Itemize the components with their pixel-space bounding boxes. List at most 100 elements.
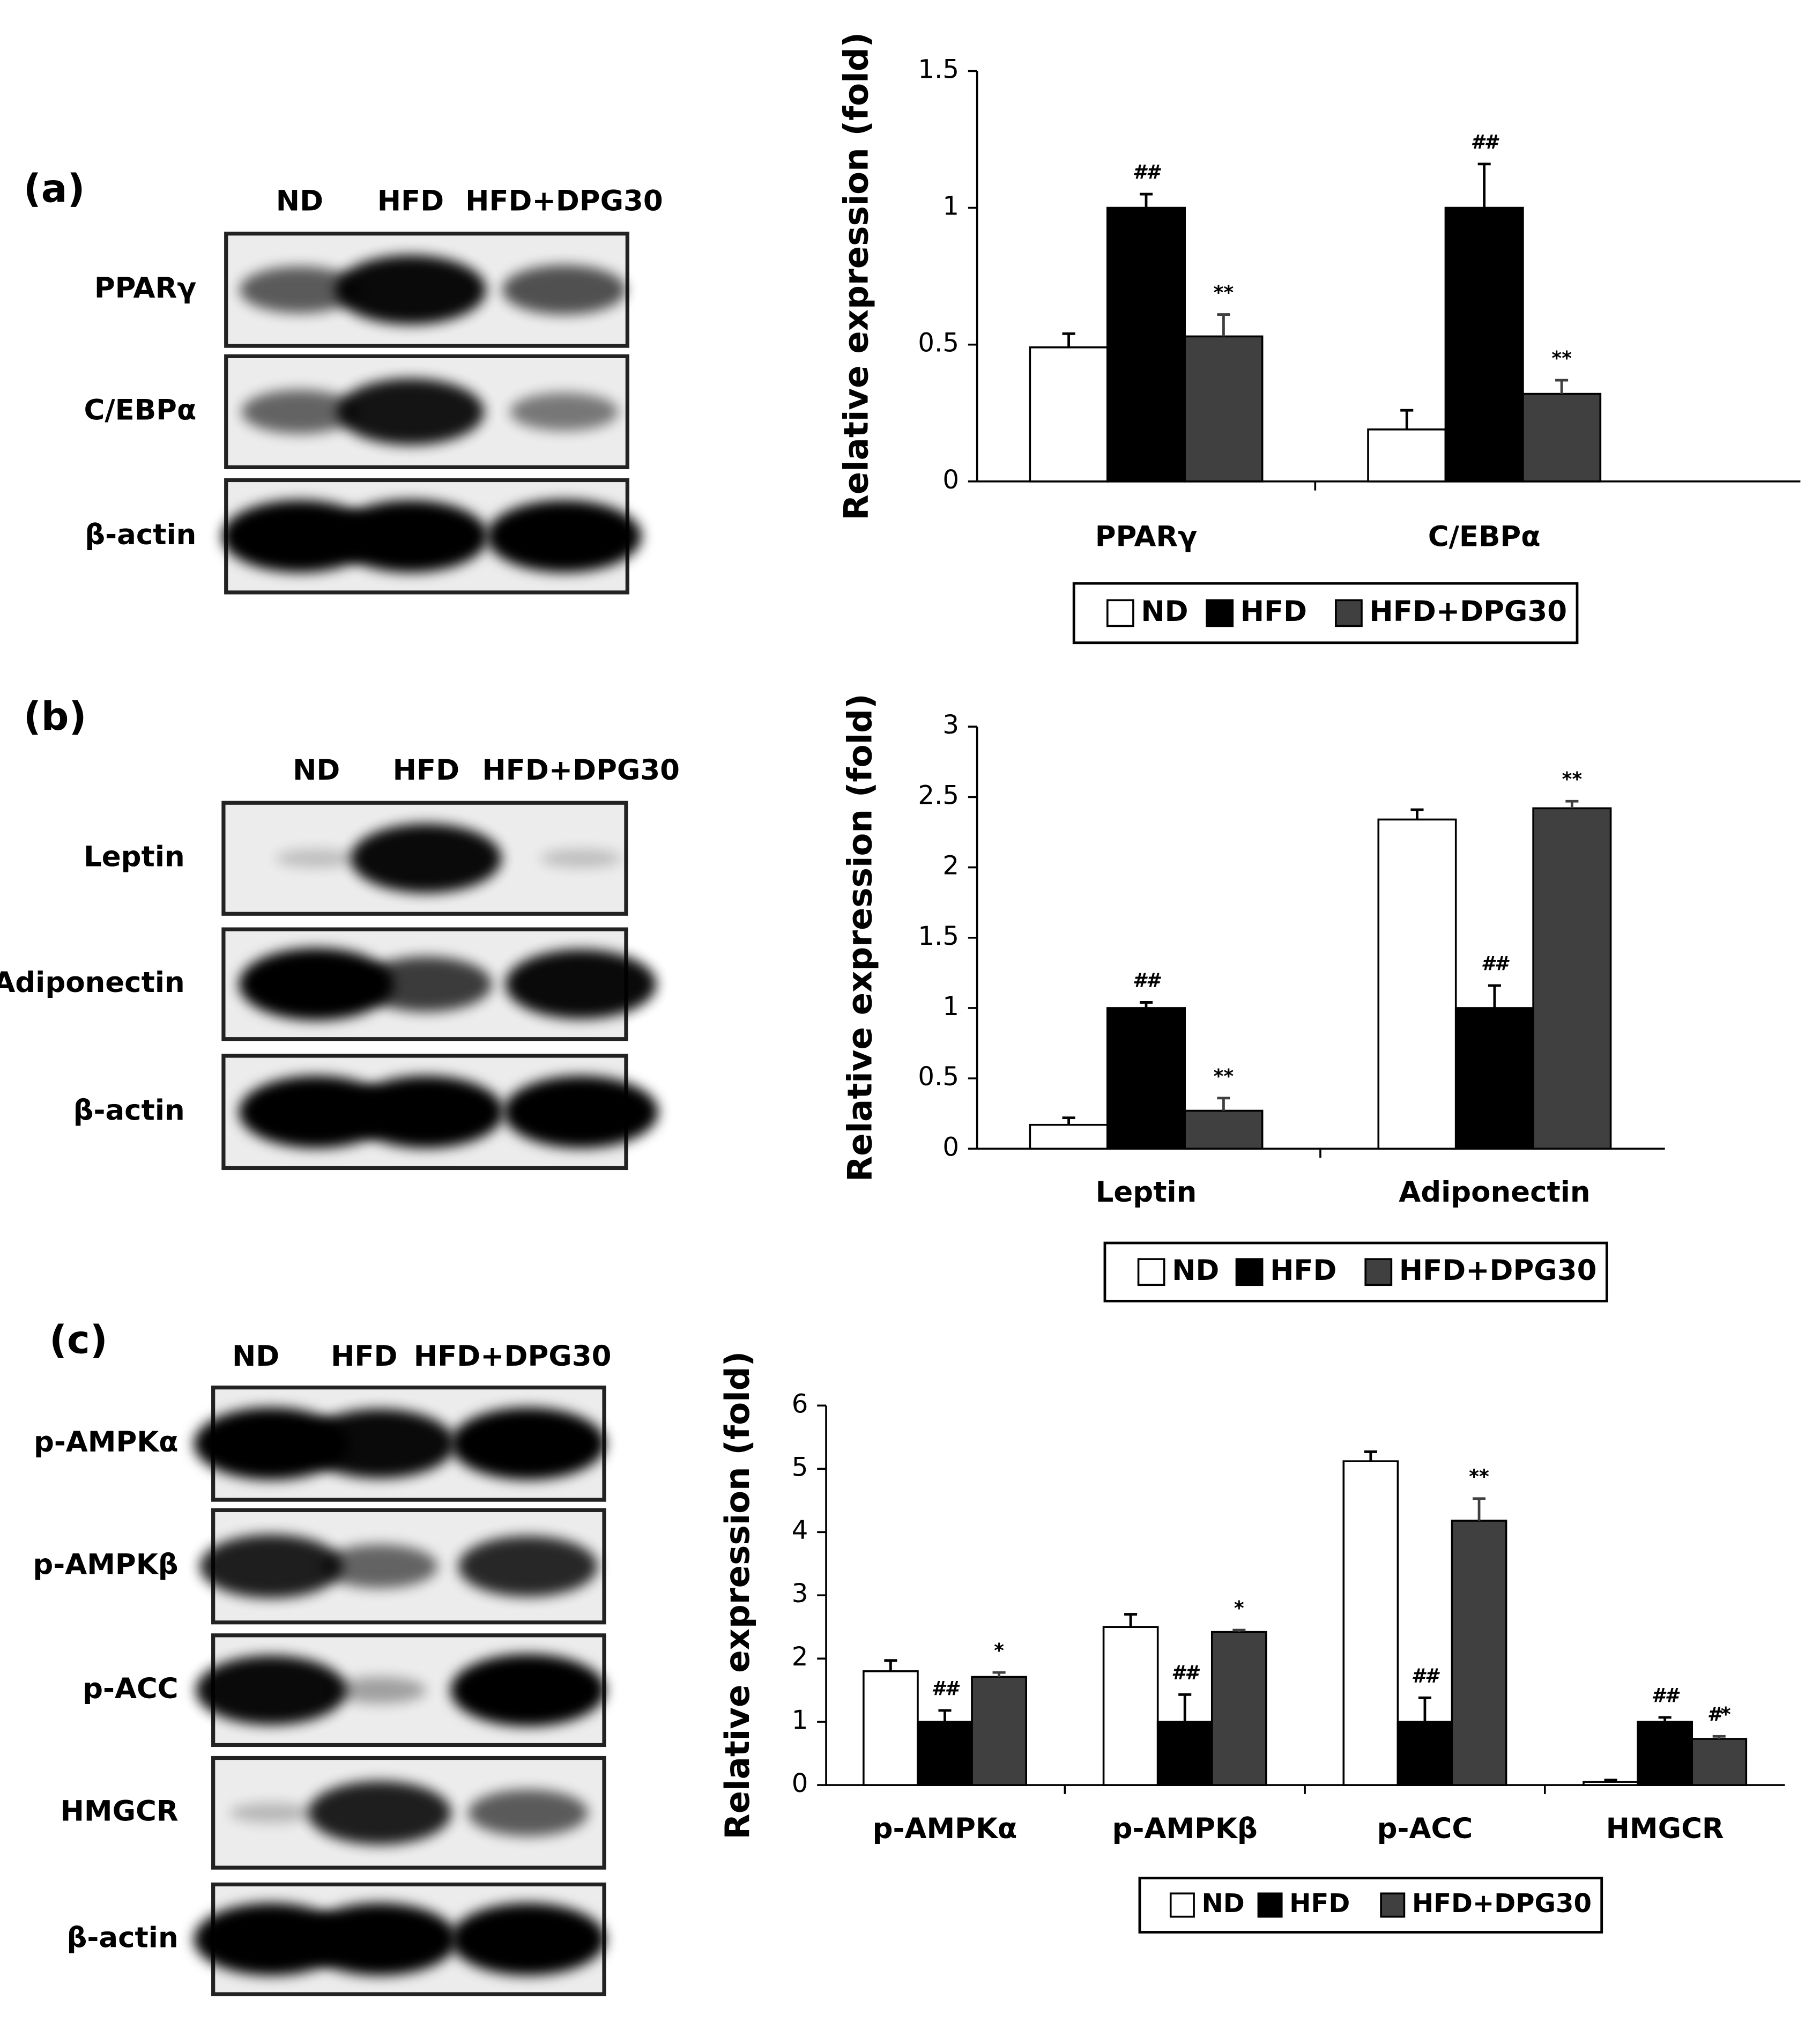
bar [917, 1721, 973, 1786]
band [450, 1903, 606, 1976]
band [335, 255, 486, 325]
row-label: Adiponectin [0, 966, 185, 999]
row-label: HMGCR [61, 1795, 179, 1827]
band [304, 1409, 455, 1479]
band [360, 956, 492, 1012]
significance-label: ## [1481, 952, 1510, 975]
y-tick-label: 2 [942, 851, 959, 881]
legend-label: HFD+DPG30 [1412, 1889, 1592, 1919]
bar [1106, 1007, 1186, 1150]
band [450, 1407, 606, 1480]
band [510, 393, 619, 431]
band [503, 1076, 659, 1149]
bar [1377, 818, 1457, 1150]
bar [1367, 428, 1447, 483]
significance-label: ## [1412, 1664, 1440, 1687]
band [308, 1781, 451, 1845]
bar [1210, 1631, 1267, 1786]
legend-swatch [1235, 1258, 1264, 1286]
bar [863, 1670, 919, 1786]
legend-label: ND [1141, 595, 1188, 628]
significance-label: ## [931, 1677, 960, 1700]
significance-label: ** [1562, 768, 1582, 791]
significance-label: ## [1471, 130, 1500, 153]
legend-label: ND [1202, 1889, 1245, 1919]
lane-label: HFD [377, 185, 444, 218]
bar [1106, 206, 1186, 483]
legend-label: HFD [1270, 1254, 1336, 1287]
row-label: β-actin [85, 519, 196, 551]
band [468, 1789, 588, 1837]
band [348, 1076, 504, 1149]
y-tick-label: 1.5 [918, 921, 959, 951]
x-tick-label: HMGCR [1606, 1812, 1724, 1845]
lane-label: ND [232, 1340, 279, 1373]
y-tick-label: 3 [792, 1579, 808, 1609]
x-tick-label: PPARγ [1095, 520, 1198, 553]
legend-label: HFD+DPG30 [1399, 1254, 1597, 1287]
band [222, 500, 377, 573]
y-axis-title: Relative expression (fold) [836, 32, 875, 521]
x-tick-label: Adiponectin [1399, 1176, 1590, 1209]
y-tick-label: 0 [942, 465, 959, 495]
band [321, 1544, 438, 1588]
band [458, 1536, 598, 1597]
legend-label: HFD [1240, 595, 1307, 628]
y-tick-label: 2 [792, 1642, 808, 1672]
row-label: p-ACC [83, 1672, 179, 1705]
bar [1102, 1626, 1159, 1786]
bar [1184, 1109, 1264, 1150]
significance-label: * [994, 1639, 1004, 1662]
band [505, 949, 657, 1019]
bar [1522, 393, 1602, 483]
band [502, 265, 626, 315]
band [199, 1534, 343, 1598]
x-tick-label: p-AMPKα [873, 1812, 1017, 1845]
band [239, 1076, 394, 1149]
y-tick-label: 5 [792, 1452, 808, 1482]
bar [971, 1676, 1027, 1786]
y-tick-label: 1.5 [918, 54, 959, 84]
panel-label: (c) [49, 1317, 108, 1362]
y-tick-label: 6 [792, 1389, 808, 1419]
lane-label: HFD [393, 754, 459, 787]
significance-label: ## [1652, 1684, 1681, 1707]
y-axis-title: Relative expression (fold) [718, 1351, 757, 1840]
significance-label: ## [1171, 1661, 1200, 1684]
band [239, 948, 394, 1020]
significance-label: * [1234, 1597, 1244, 1620]
bar [1156, 1721, 1213, 1786]
bar [1396, 1721, 1453, 1786]
x-tick-label: p-AMPKβ [1112, 1812, 1258, 1845]
y-tick-label: 0 [942, 1132, 959, 1162]
lane-label: HFD+DPG30 [482, 754, 680, 787]
band [302, 1903, 457, 1976]
band [239, 266, 360, 313]
bar [1454, 1007, 1534, 1150]
row-label: p-AMPKα [34, 1426, 179, 1458]
band [241, 389, 358, 434]
lane-label: ND [293, 754, 340, 787]
legend-swatch [1206, 599, 1234, 627]
band [196, 1655, 347, 1725]
y-tick-label: 4 [792, 1515, 808, 1545]
band [194, 1903, 349, 1976]
band [540, 849, 622, 868]
row-label: C/EBPα [84, 394, 196, 427]
significance-label: #* [1707, 1703, 1731, 1726]
bar [1029, 346, 1109, 483]
bar [1184, 335, 1264, 483]
x-tick-label: p-ACC [1377, 1812, 1473, 1845]
band [333, 500, 488, 573]
significance-label: ** [1469, 1465, 1489, 1488]
significance-label: ## [1133, 161, 1162, 184]
legend-swatch [1257, 1892, 1283, 1918]
x-tick-label: C/EBPα [1428, 520, 1541, 553]
band [194, 1407, 349, 1480]
bar [1637, 1721, 1693, 1786]
row-label: β-actin [67, 1921, 179, 1954]
legend-swatch [1380, 1892, 1406, 1918]
band [337, 378, 485, 445]
y-axis-title: Relative expression (fold) [841, 694, 880, 1182]
panel-label: (b) [24, 694, 87, 739]
